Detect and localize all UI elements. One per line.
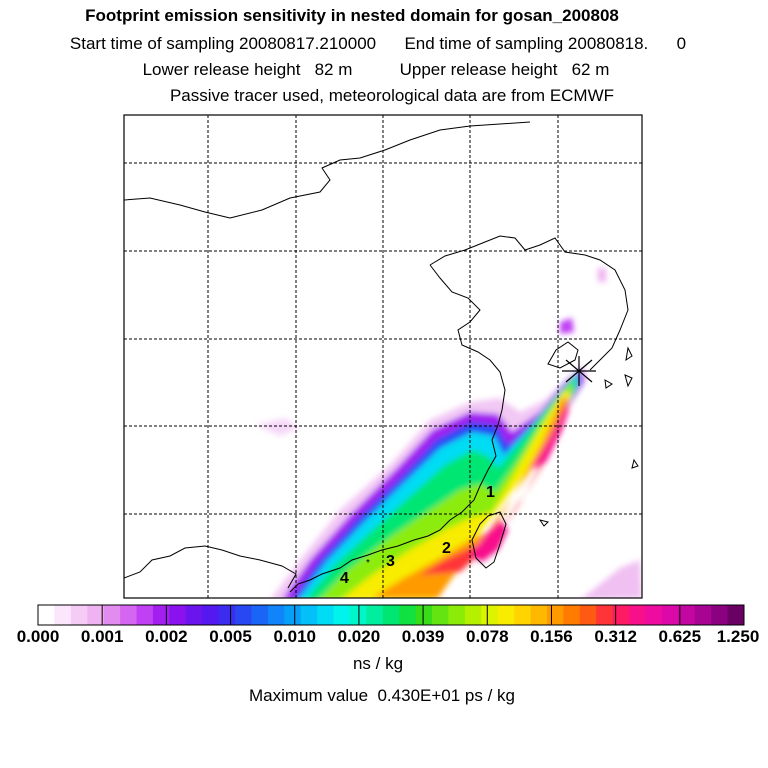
colorbar-swatch — [579, 605, 597, 625]
colorbar-swatch — [136, 605, 154, 625]
colorbar-swatch — [235, 605, 252, 625]
point-marker-3: * — [366, 558, 370, 569]
sampling-time-line: Start time of sampling 20080817.210000 E… — [69, 34, 687, 53]
colorbar-tick-label: 0.039 — [401, 627, 445, 646]
colorbar-swatch — [38, 605, 55, 625]
colorbar-swatch — [284, 605, 302, 625]
colorbar-swatch — [514, 605, 532, 625]
colorbar-swatch — [366, 605, 384, 625]
colorbar-swatch — [218, 605, 236, 625]
colorbar-swatch — [727, 605, 745, 625]
release-height-line: Lower release height 82 m Upper release … — [142, 60, 610, 79]
colorbar-tick-label: 0.625 — [658, 627, 702, 646]
colorbar-swatch — [678, 605, 696, 625]
colorbar-swatch — [546, 605, 564, 625]
colorbar-swatch — [464, 605, 482, 625]
colorbar-swatch — [103, 605, 121, 625]
point-label-2: 2 — [442, 540, 451, 557]
colorbar-swatch — [530, 605, 548, 625]
colorbar-swatch — [317, 605, 335, 625]
colorbar-tick-label: 0.010 — [273, 627, 316, 646]
colorbar-tick-label: 0.078 — [465, 627, 509, 646]
colorbar-swatch — [596, 605, 614, 625]
colorbar-swatch — [661, 605, 679, 625]
colorbar-swatch — [169, 605, 187, 625]
colorbar-swatch — [267, 605, 285, 625]
lat-lon-grid — [124, 115, 642, 598]
colorbar-swatch — [382, 605, 400, 625]
colorbar-swatch — [300, 605, 318, 625]
colorbar-swatch — [612, 605, 630, 625]
colorbar-swatch — [415, 605, 433, 625]
units-label: ns / kg — [352, 654, 404, 673]
colorbar-swatch — [152, 605, 170, 625]
colorbar-tick-label: 0.020 — [337, 627, 381, 646]
colorbar-swatch — [333, 605, 351, 625]
colorbar-swatch — [202, 605, 220, 625]
colorbar-swatch — [694, 605, 712, 625]
colorbar-swatch — [448, 605, 466, 625]
colorbar-swatch — [54, 605, 72, 625]
colorbar-tick-label: 0.001 — [80, 627, 124, 646]
colorbar-swatch — [645, 605, 663, 625]
colorbar-tick-label: 0.005 — [209, 627, 252, 646]
map-frame — [123, 114, 643, 599]
footprint-plume — [255, 268, 642, 598]
coastlines — [124, 121, 639, 593]
colorbar-swatch — [481, 605, 499, 625]
colorbar-tick-label: 0.002 — [145, 627, 188, 646]
colorbar-swatch — [70, 605, 88, 625]
point-label-3: 3 — [386, 553, 395, 570]
colorbar-swatch — [563, 605, 581, 625]
point-label-1: 1 — [486, 484, 495, 501]
map-title: Footprint emission sensitivity in nested… — [85, 6, 619, 25]
point-label-4: 4 — [340, 570, 349, 587]
colorbar-swatch — [399, 605, 417, 625]
colorbar-swatch — [432, 605, 449, 625]
tracer-info-line: Passive tracer used, meteorological data… — [169, 86, 615, 105]
colorbar-tick-label: 0.312 — [594, 627, 637, 646]
colorbar-swatch — [120, 605, 138, 625]
colorbar-border — [37, 604, 745, 626]
colorbar-swatch — [251, 605, 269, 625]
colorbar-swatch — [629, 605, 646, 625]
colorbar-tick-label: 0.156 — [530, 627, 573, 646]
colorbar-tick-label: 0.000 — [16, 627, 60, 646]
star-icon — [562, 356, 596, 386]
colorbar-swatch — [185, 605, 203, 625]
colorbar-swatch — [711, 605, 729, 625]
colorbar — [37, 604, 745, 626]
colorbar-tick-label: 1.250 — [716, 627, 760, 646]
max-value-label: Maximum value 0.430E+01 ps / kg — [249, 686, 515, 705]
colorbar-swatch — [87, 605, 105, 625]
colorbar-swatch — [497, 605, 515, 625]
